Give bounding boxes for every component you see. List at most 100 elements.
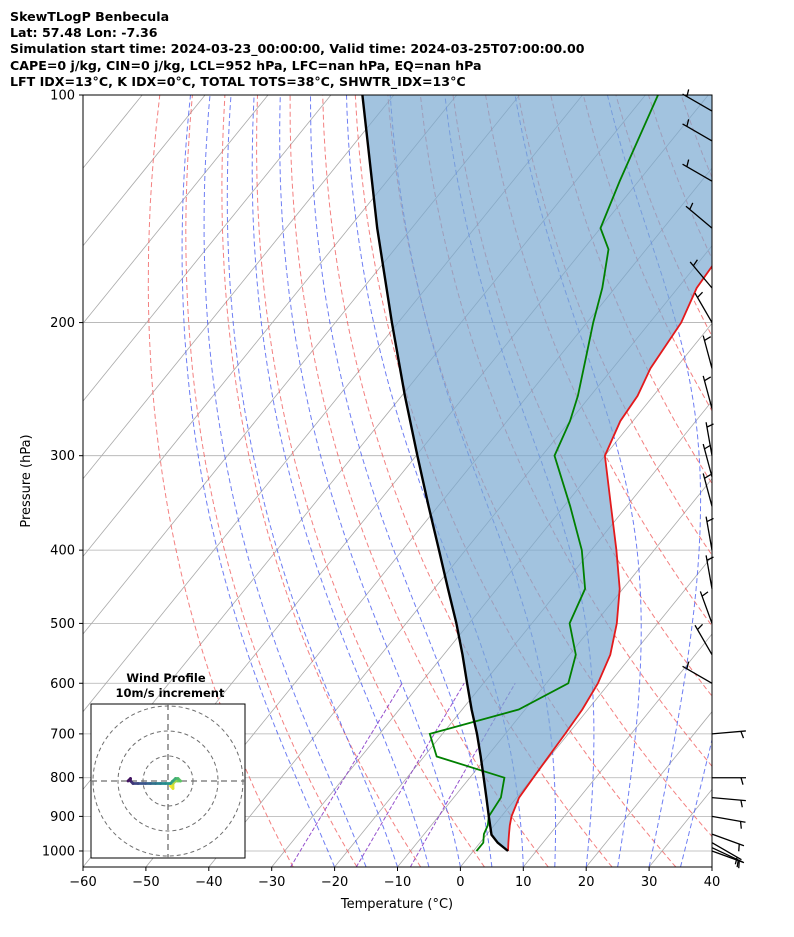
wind-barb-flag (689, 202, 694, 210)
wind-barb-flag (738, 860, 740, 869)
y-tick-label: 500 (50, 617, 75, 632)
wind-barb-staff (702, 443, 713, 478)
moist-adiabat (181, 95, 336, 867)
y-tick-label: 900 (50, 810, 75, 825)
wind-barb-staff (705, 555, 713, 589)
dry-adiabat (221, 95, 422, 867)
wind-barb-flag (736, 859, 739, 868)
moist-adiabat (251, 95, 430, 867)
x-tick-label: −50 (132, 875, 159, 890)
hodograph-segment (126, 777, 132, 783)
temperature-line (507, 264, 712, 852)
wind-barb-staff (699, 591, 713, 624)
wind-barb-staff (711, 796, 746, 802)
x-tick-label: −30 (258, 875, 285, 890)
y-tick-label: 600 (50, 677, 75, 692)
mixing-ratio-line (409, 683, 516, 867)
x-tick-label: 40 (704, 875, 721, 890)
isotherm-line (83, 95, 269, 325)
cape-area (362, 95, 712, 851)
parcel-line (361, 95, 509, 852)
wind-barb-staff (685, 205, 713, 229)
moist-adiabat (279, 95, 461, 867)
wind-barb-flag (686, 159, 690, 167)
wind-barb-flag (706, 517, 714, 523)
wind-barb-staff (682, 123, 713, 142)
moist-adiabat (606, 95, 702, 867)
wind-barb-flag (692, 259, 698, 267)
dry-adiabat (185, 95, 358, 867)
isotherm-line (83, 95, 458, 558)
x-tick-label: −60 (69, 875, 96, 890)
isotherm-line (83, 95, 332, 402)
cape-line: CAPE=0 j/kg, CIN=0 j/kg, LCL=952 hPa, LF… (10, 57, 482, 73)
x-tick-label: 30 (641, 875, 658, 890)
wind-barb-flag (738, 844, 740, 852)
chart-title: SkewTLogP Benbecula (10, 9, 170, 24)
chart-header: SkewTLogP Benbecula Lat: 57.48 Lon: -7.3… (10, 9, 584, 90)
wind-barb-flag (686, 661, 690, 669)
isotherm-line (334, 400, 712, 867)
wind-barb-staff (689, 261, 713, 289)
wind-barb-flag (701, 591, 709, 597)
moist-adiabat (310, 95, 493, 867)
x-tick-label: −20 (321, 875, 348, 890)
isotherm-line (0, 95, 79, 867)
wind-barb-flag (740, 777, 744, 785)
wind-barb-flag (739, 821, 742, 829)
time-line: Simulation start time: 2024-03-23_00:00:… (10, 41, 585, 57)
wind-barb-staff (711, 833, 745, 847)
location-line: Lat: 57.48 Lon: -7.36 (10, 25, 158, 41)
isotherm-line (83, 95, 395, 480)
wind-barb-staff (705, 516, 713, 551)
moist-adiabat (226, 95, 398, 867)
wind-barb-flag (740, 800, 743, 808)
hodograph-ring (117, 730, 219, 832)
isotherm-line (522, 633, 712, 867)
dewpoint-line (428, 95, 659, 852)
y-tick-label: 400 (50, 544, 75, 559)
x-tick-label: 10 (515, 875, 532, 890)
wind-barb-staff (702, 335, 713, 369)
y-tick-label: 200 (50, 316, 75, 331)
x-axis-label: Temperature (°C) (340, 897, 453, 912)
wind-barb-staff (694, 292, 713, 323)
wind-barb-flag (706, 556, 714, 561)
isotherm-line (711, 866, 712, 867)
dry-adiabat (322, 95, 613, 867)
wind-barb-staff (682, 665, 713, 684)
index-line: LFT IDX=13°C, K IDX=0°C, TOTAL TOTS=38°C… (10, 73, 466, 89)
hodograph-ring (92, 705, 244, 857)
y-tick-label: 1000 (42, 844, 75, 859)
isotherm-line (83, 95, 206, 247)
wind-barb-staff (705, 422, 713, 456)
wind-barb-flag (686, 119, 690, 127)
wind-barb-flag (697, 623, 704, 631)
mixing-ratio-line (290, 683, 403, 867)
wind-barb-staff (702, 375, 713, 409)
wind-barb-staff (711, 815, 746, 823)
wind-barb-flag (697, 291, 704, 298)
wind-barb-flag (740, 731, 745, 739)
wind-barb-staff (682, 163, 713, 182)
hodograph-subtitle: 10m/s increment (116, 686, 225, 700)
wind-barb-flag (686, 89, 690, 97)
moist-adiabat (203, 95, 367, 867)
wind-barb-flag (704, 336, 712, 342)
x-tick-label: 20 (578, 875, 595, 890)
y-axis-label: Pressure (hPa) (19, 434, 34, 527)
wind-barb-staff (702, 473, 713, 507)
wind-barb-staff (682, 93, 713, 112)
wind-barb-flag (706, 423, 714, 428)
y-tick-label: 100 (50, 89, 75, 104)
wind-barb-staff (711, 842, 742, 861)
isotherm-line (775, 95, 794, 867)
wind-barb-flag (704, 376, 712, 382)
y-tick-label: 700 (50, 727, 75, 742)
wind-barb-staff (711, 730, 746, 735)
dry-adiabat (746, 95, 794, 867)
dry-adiabat (779, 95, 794, 867)
isotherm-line (585, 711, 712, 867)
x-tick-label: −10 (384, 875, 411, 890)
